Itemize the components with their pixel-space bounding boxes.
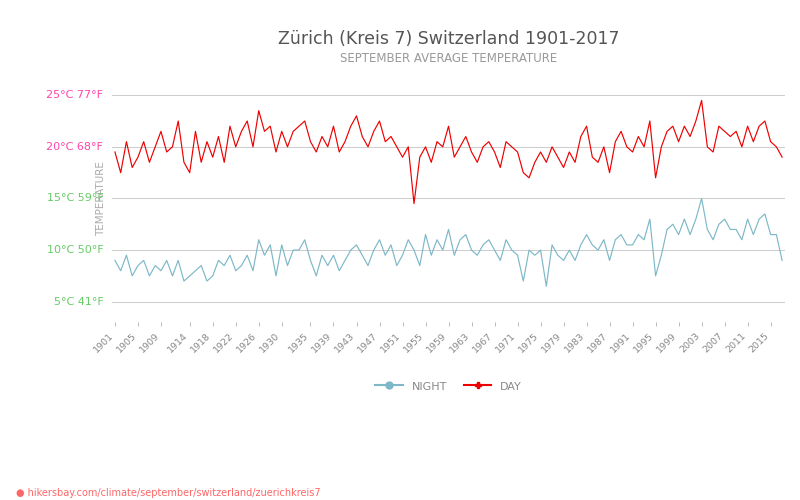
Text: 10°C 50°F: 10°C 50°F <box>46 245 103 255</box>
Text: 15°C 59°F: 15°C 59°F <box>46 194 103 203</box>
Text: ● hikersbay.com/climate/september/switzerland/zuerichkreis7: ● hikersbay.com/climate/september/switze… <box>16 488 321 498</box>
Legend: NIGHT, DAY: NIGHT, DAY <box>370 376 526 396</box>
Text: 5°C 41°F: 5°C 41°F <box>54 296 103 306</box>
Text: SEPTEMBER AVERAGE TEMPERATURE: SEPTEMBER AVERAGE TEMPERATURE <box>340 52 557 64</box>
Text: 20°C 68°F: 20°C 68°F <box>46 142 103 152</box>
Y-axis label: TEMPERATURE: TEMPERATURE <box>97 161 106 236</box>
Title: Zürich (Kreis 7) Switzerland 1901-2017: Zürich (Kreis 7) Switzerland 1901-2017 <box>278 30 619 48</box>
Text: 25°C 77°F: 25°C 77°F <box>46 90 103 100</box>
